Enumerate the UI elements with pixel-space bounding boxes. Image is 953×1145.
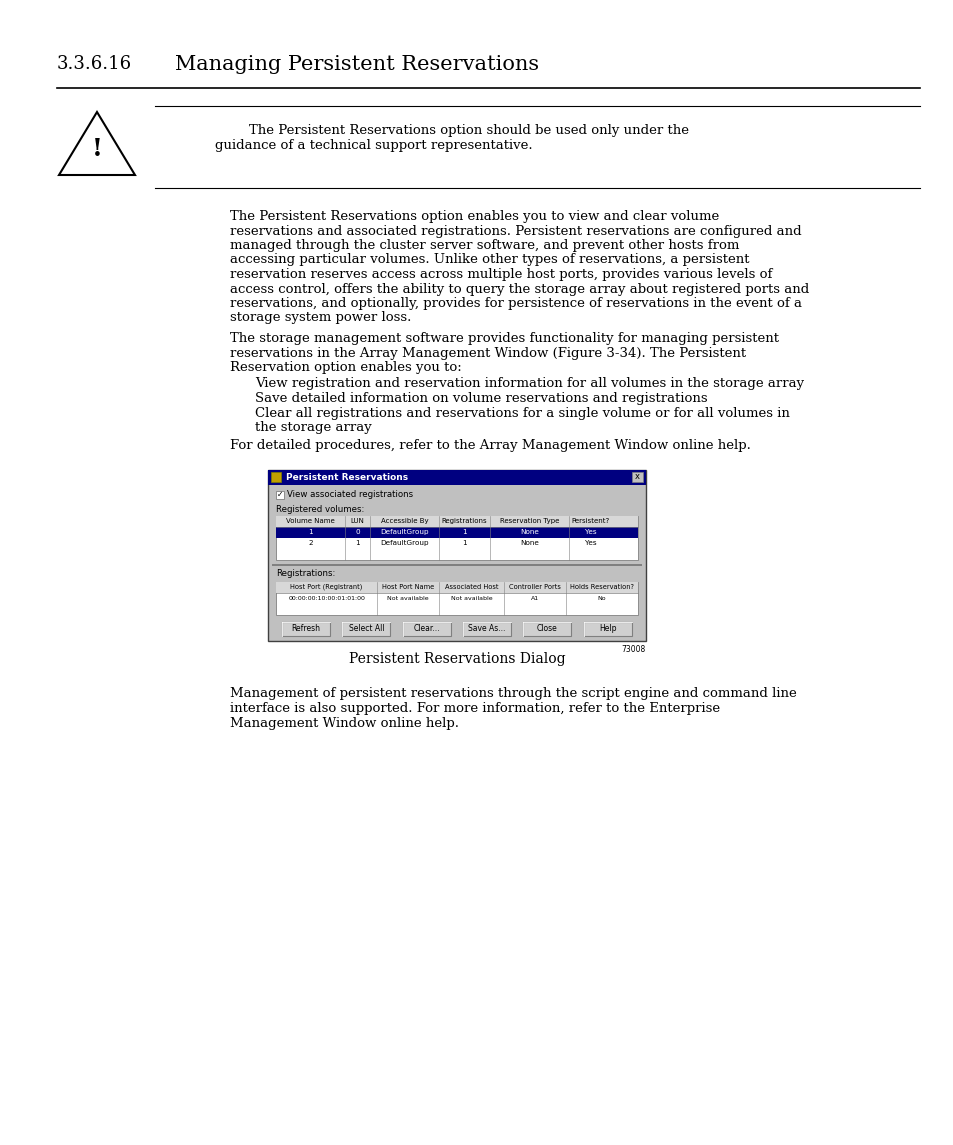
Text: Persistent Reservations: Persistent Reservations — [286, 473, 408, 482]
Text: 3.3.6.16: 3.3.6.16 — [57, 55, 132, 73]
Text: Refresh: Refresh — [292, 624, 320, 633]
Bar — [275, 582, 638, 615]
Text: Management Window online help.: Management Window online help. — [230, 717, 458, 729]
Text: Managing Persistent Reservations: Managing Persistent Reservations — [174, 55, 538, 74]
Text: 00:00:00:10:00:01:01:00: 00:00:00:10:00:01:01:00 — [288, 595, 365, 600]
Text: Clear...: Clear... — [414, 624, 439, 633]
Text: The Persistent Reservations option should be used only under the: The Persistent Reservations option shoul… — [214, 124, 688, 137]
Text: Select All: Select All — [349, 624, 384, 633]
Text: Reservation Type: Reservation Type — [499, 518, 558, 524]
Bar — [583, 622, 631, 635]
Text: Host Port Name: Host Port Name — [381, 584, 434, 590]
Text: LUN: LUN — [350, 518, 364, 524]
Text: Controller Ports: Controller Ports — [508, 584, 560, 590]
Text: Persistent?: Persistent? — [571, 518, 609, 524]
Text: 1: 1 — [461, 529, 466, 535]
Text: reservations, and optionally, provides for persistence of reservations in the ev: reservations, and optionally, provides f… — [230, 297, 801, 310]
Text: 1: 1 — [308, 529, 313, 535]
Text: 2: 2 — [308, 540, 313, 546]
Text: managed through the cluster server software, and prevent other hosts from: managed through the cluster server softw… — [230, 239, 739, 252]
Bar — [272, 563, 641, 566]
Text: x: x — [635, 472, 639, 481]
Text: Yes: Yes — [584, 529, 597, 535]
Bar — [271, 472, 281, 482]
Text: View registration and reservation information for all volumes in the storage arr: View registration and reservation inform… — [254, 378, 803, 390]
Bar — [342, 622, 390, 635]
Text: Registered volumes:: Registered volumes: — [275, 505, 364, 513]
Text: reservations and associated registrations. Persistent reservations are configure: reservations and associated registration… — [230, 224, 801, 237]
Text: ✓: ✓ — [276, 490, 283, 499]
Text: View associated registrations: View associated registrations — [287, 490, 413, 499]
Text: Close: Close — [537, 624, 558, 633]
Text: 1: 1 — [461, 540, 466, 546]
Bar — [282, 622, 330, 635]
Text: Registrations:: Registrations: — [275, 569, 335, 578]
Text: Clear all registrations and reservations for a single volume or for all volumes : Clear all registrations and reservations… — [254, 406, 789, 419]
Text: Accessible By: Accessible By — [380, 518, 428, 524]
Text: Persistent Reservations Dialog: Persistent Reservations Dialog — [349, 653, 565, 666]
Bar — [268, 469, 645, 640]
Text: The storage management software provides functionality for managing persistent: The storage management software provides… — [230, 332, 779, 345]
Text: reservation reserves access across multiple host ports, provides various levels : reservation reserves access across multi… — [230, 268, 772, 281]
Text: A1: A1 — [530, 595, 538, 600]
Text: accessing particular volumes. Unlike other types of reservations, a persistent: accessing particular volumes. Unlike oth… — [230, 253, 749, 267]
Text: Registrations: Registrations — [441, 518, 487, 524]
Text: None: None — [519, 529, 538, 535]
Bar — [275, 515, 638, 560]
Text: the storage array: the storage array — [254, 421, 372, 434]
Bar — [462, 622, 511, 635]
Text: Save detailed information on volume reservations and registrations: Save detailed information on volume rese… — [254, 392, 707, 405]
Text: storage system power loss.: storage system power loss. — [230, 311, 411, 324]
Text: Associated Host: Associated Host — [444, 584, 497, 590]
Text: Host Port (Registrant): Host Port (Registrant) — [290, 584, 362, 591]
Bar — [275, 490, 284, 498]
Text: Management of persistent reservations through the script engine and command line: Management of persistent reservations th… — [230, 687, 796, 701]
Text: 0: 0 — [355, 529, 359, 535]
Bar — [268, 469, 645, 484]
Text: DefaultGroup: DefaultGroup — [380, 540, 428, 546]
Bar — [275, 515, 638, 527]
Text: Help: Help — [598, 624, 616, 633]
Text: For detailed procedures, refer to the Array Management Window online help.: For detailed procedures, refer to the Ar… — [230, 440, 750, 452]
Text: Holds Reservation?: Holds Reservation? — [569, 584, 633, 590]
Bar — [275, 527, 638, 537]
Text: None: None — [519, 540, 538, 546]
Text: DefaultGroup: DefaultGroup — [380, 529, 428, 535]
Bar — [275, 582, 638, 592]
Text: No: No — [597, 595, 605, 600]
Bar — [402, 622, 451, 635]
Text: interface is also supported. For more information, refer to the Enterprise: interface is also supported. For more in… — [230, 702, 720, 714]
Bar — [523, 622, 571, 635]
Text: Reservation option enables you to:: Reservation option enables you to: — [230, 361, 461, 374]
Text: Not available: Not available — [450, 595, 492, 600]
Text: guidance of a technical support representative.: guidance of a technical support represen… — [214, 139, 532, 151]
Text: !: ! — [91, 136, 102, 160]
Text: access control, offers the ability to query the storage array about registered p: access control, offers the ability to qu… — [230, 283, 808, 295]
Text: The Persistent Reservations option enables you to view and clear volume: The Persistent Reservations option enabl… — [230, 210, 719, 223]
Text: 1: 1 — [355, 540, 359, 546]
Bar — [631, 472, 642, 482]
Text: Yes: Yes — [584, 540, 597, 546]
Text: reservations in the Array Management Window (Figure 3-34). The Persistent: reservations in the Array Management Win… — [230, 347, 745, 360]
Text: 73008: 73008 — [621, 645, 645, 654]
Text: Not available: Not available — [387, 595, 429, 600]
Text: Save As...: Save As... — [468, 624, 505, 633]
Text: Volume Name: Volume Name — [286, 518, 335, 524]
